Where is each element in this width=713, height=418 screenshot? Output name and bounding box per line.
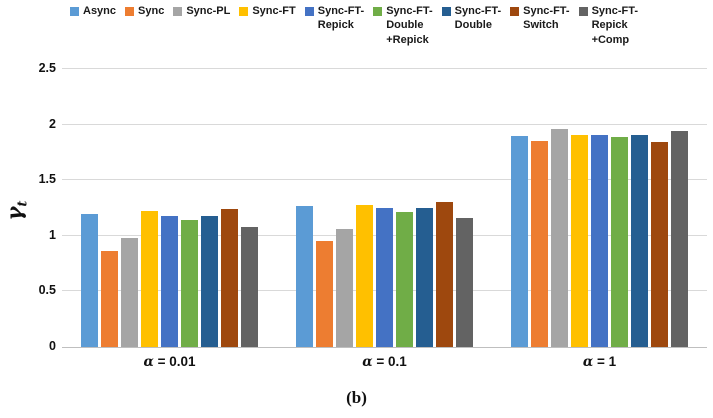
- y-tick-label: 0: [49, 339, 56, 353]
- gridline: [62, 179, 707, 181]
- bar-Sync-FT-Double: [416, 208, 433, 347]
- alpha-symbol: α: [582, 354, 594, 370]
- bar-Sync-FT-Repick: [161, 215, 178, 347]
- legend-label: Sync-FT: [252, 5, 296, 17]
- legend-swatch: [373, 7, 383, 16]
- bar-group: [62, 69, 277, 347]
- bar-Sync-PL: [336, 229, 353, 347]
- legend-swatch: [125, 7, 135, 16]
- plot-area: [62, 68, 707, 347]
- category-text: = 1: [593, 354, 617, 369]
- bar-Sync-FT-Double: [201, 215, 218, 347]
- x-axis-line: [62, 347, 707, 348]
- legend-label: Sync: [138, 5, 165, 17]
- y-tick-label: 2.5: [38, 61, 56, 75]
- legend-item-Sync-FT-Repick: Sync-FT- Repick: [304, 4, 365, 33]
- y-tick-label: 1: [49, 227, 56, 242]
- bar-Sync-FT-Double+Repick: [396, 212, 413, 347]
- bar-Sync-FT: [141, 211, 158, 347]
- bar-Sync: [316, 241, 333, 347]
- bar-Sync: [531, 141, 548, 347]
- legend-label: Sync-FT- Repick +Comp: [591, 5, 639, 46]
- bar-Async: [81, 213, 98, 347]
- legend-swatch: [304, 7, 314, 16]
- gamma-symbol: γ: [1, 206, 27, 221]
- legend-label: Sync-FT- Repick: [317, 5, 365, 32]
- legend-swatch: [578, 7, 588, 16]
- bar-Sync-FT-Repick: [591, 134, 608, 347]
- bar-Sync-PL: [121, 238, 138, 347]
- legend-label: Async: [83, 5, 117, 17]
- figure-caption: (b): [346, 388, 367, 407]
- y-tick-label: 2: [49, 116, 56, 131]
- legend-label: Sync-FT- Switch: [523, 5, 570, 32]
- legend-item-Sync-PL: Sync-PL: [173, 4, 230, 18]
- bar-Sync-FT-Double+Repick: [181, 220, 198, 347]
- x-category-label: α = 0.1: [277, 354, 492, 370]
- legend-label: Sync-FT- Double: [454, 5, 502, 32]
- legend-item-Async: Async: [70, 4, 116, 18]
- bar-group: [492, 69, 707, 347]
- bar-group: [277, 69, 492, 347]
- bar-Sync-PL: [551, 129, 568, 347]
- bar-Sync-FT: [571, 134, 588, 347]
- y-tick-label: 1.5: [38, 172, 56, 187]
- alpha-symbol: α: [143, 354, 154, 370]
- legend-item-Sync-FT-Double: Sync-FT- Double: [441, 4, 502, 33]
- x-axis-labels: α = 0.01 α = 0.1 α = 1: [62, 354, 707, 370]
- legend-swatch: [441, 7, 451, 16]
- bar-Sync-FT-Repick+Comp: [671, 131, 688, 347]
- bar-Sync-FT-Switch: [651, 142, 668, 347]
- bar-Async: [511, 135, 528, 347]
- bar-Async: [296, 205, 313, 347]
- gridline: [62, 123, 707, 125]
- legend-item-Sync: Sync: [125, 4, 164, 18]
- gridline: [62, 68, 707, 69]
- y-tick-label: 0.5: [38, 283, 56, 298]
- category-text: = 0.1: [372, 354, 407, 369]
- legend-label: Sync-FT- Double +Repick: [386, 5, 433, 46]
- bar-Sync-FT-Double: [631, 134, 648, 347]
- legend-swatch: [510, 7, 520, 16]
- legend-item-Sync-FT-Switch: Sync-FT- Switch: [510, 4, 570, 33]
- legend-swatch: [173, 7, 183, 16]
- chart-legend: Async Sync Sync-PL Sync-FT Sync-FT- Repick Sy…: [70, 4, 638, 47]
- gamma-subscript: t: [15, 200, 31, 207]
- bar-Sync-FT-Switch: [436, 202, 453, 347]
- bar-Sync-FT-Switch: [221, 209, 238, 347]
- x-category-label: α = 0.01: [62, 354, 277, 370]
- bar-groups: [62, 69, 707, 347]
- bar-Sync-FT-Repick: [376, 208, 393, 347]
- y-axis-title: γt: [1, 181, 30, 241]
- legend-swatch: [70, 7, 79, 16]
- legend-label: Sync-PL: [186, 5, 231, 17]
- legend-item-Sync-FT: Sync-FT: [239, 4, 296, 18]
- x-category-label: α = 1: [492, 354, 707, 370]
- bar-Sync-FT-Repick+Comp: [456, 218, 473, 347]
- bar-Sync: [101, 251, 118, 347]
- bar-Sync-FT-Double+Repick: [611, 136, 628, 347]
- legend-item-Sync-FT-Repick+Comp: Sync-FT- Repick +Comp: [578, 4, 639, 47]
- bar-Sync-FT-Repick+Comp: [241, 226, 258, 347]
- bar-Sync-FT: [356, 204, 373, 347]
- legend-swatch: [239, 7, 249, 16]
- category-text: = 0.01: [153, 354, 196, 369]
- alpha-symbol: α: [362, 354, 373, 370]
- legend-item-Sync-FT-Double+Repick: Sync-FT- Double +Repick: [373, 4, 433, 47]
